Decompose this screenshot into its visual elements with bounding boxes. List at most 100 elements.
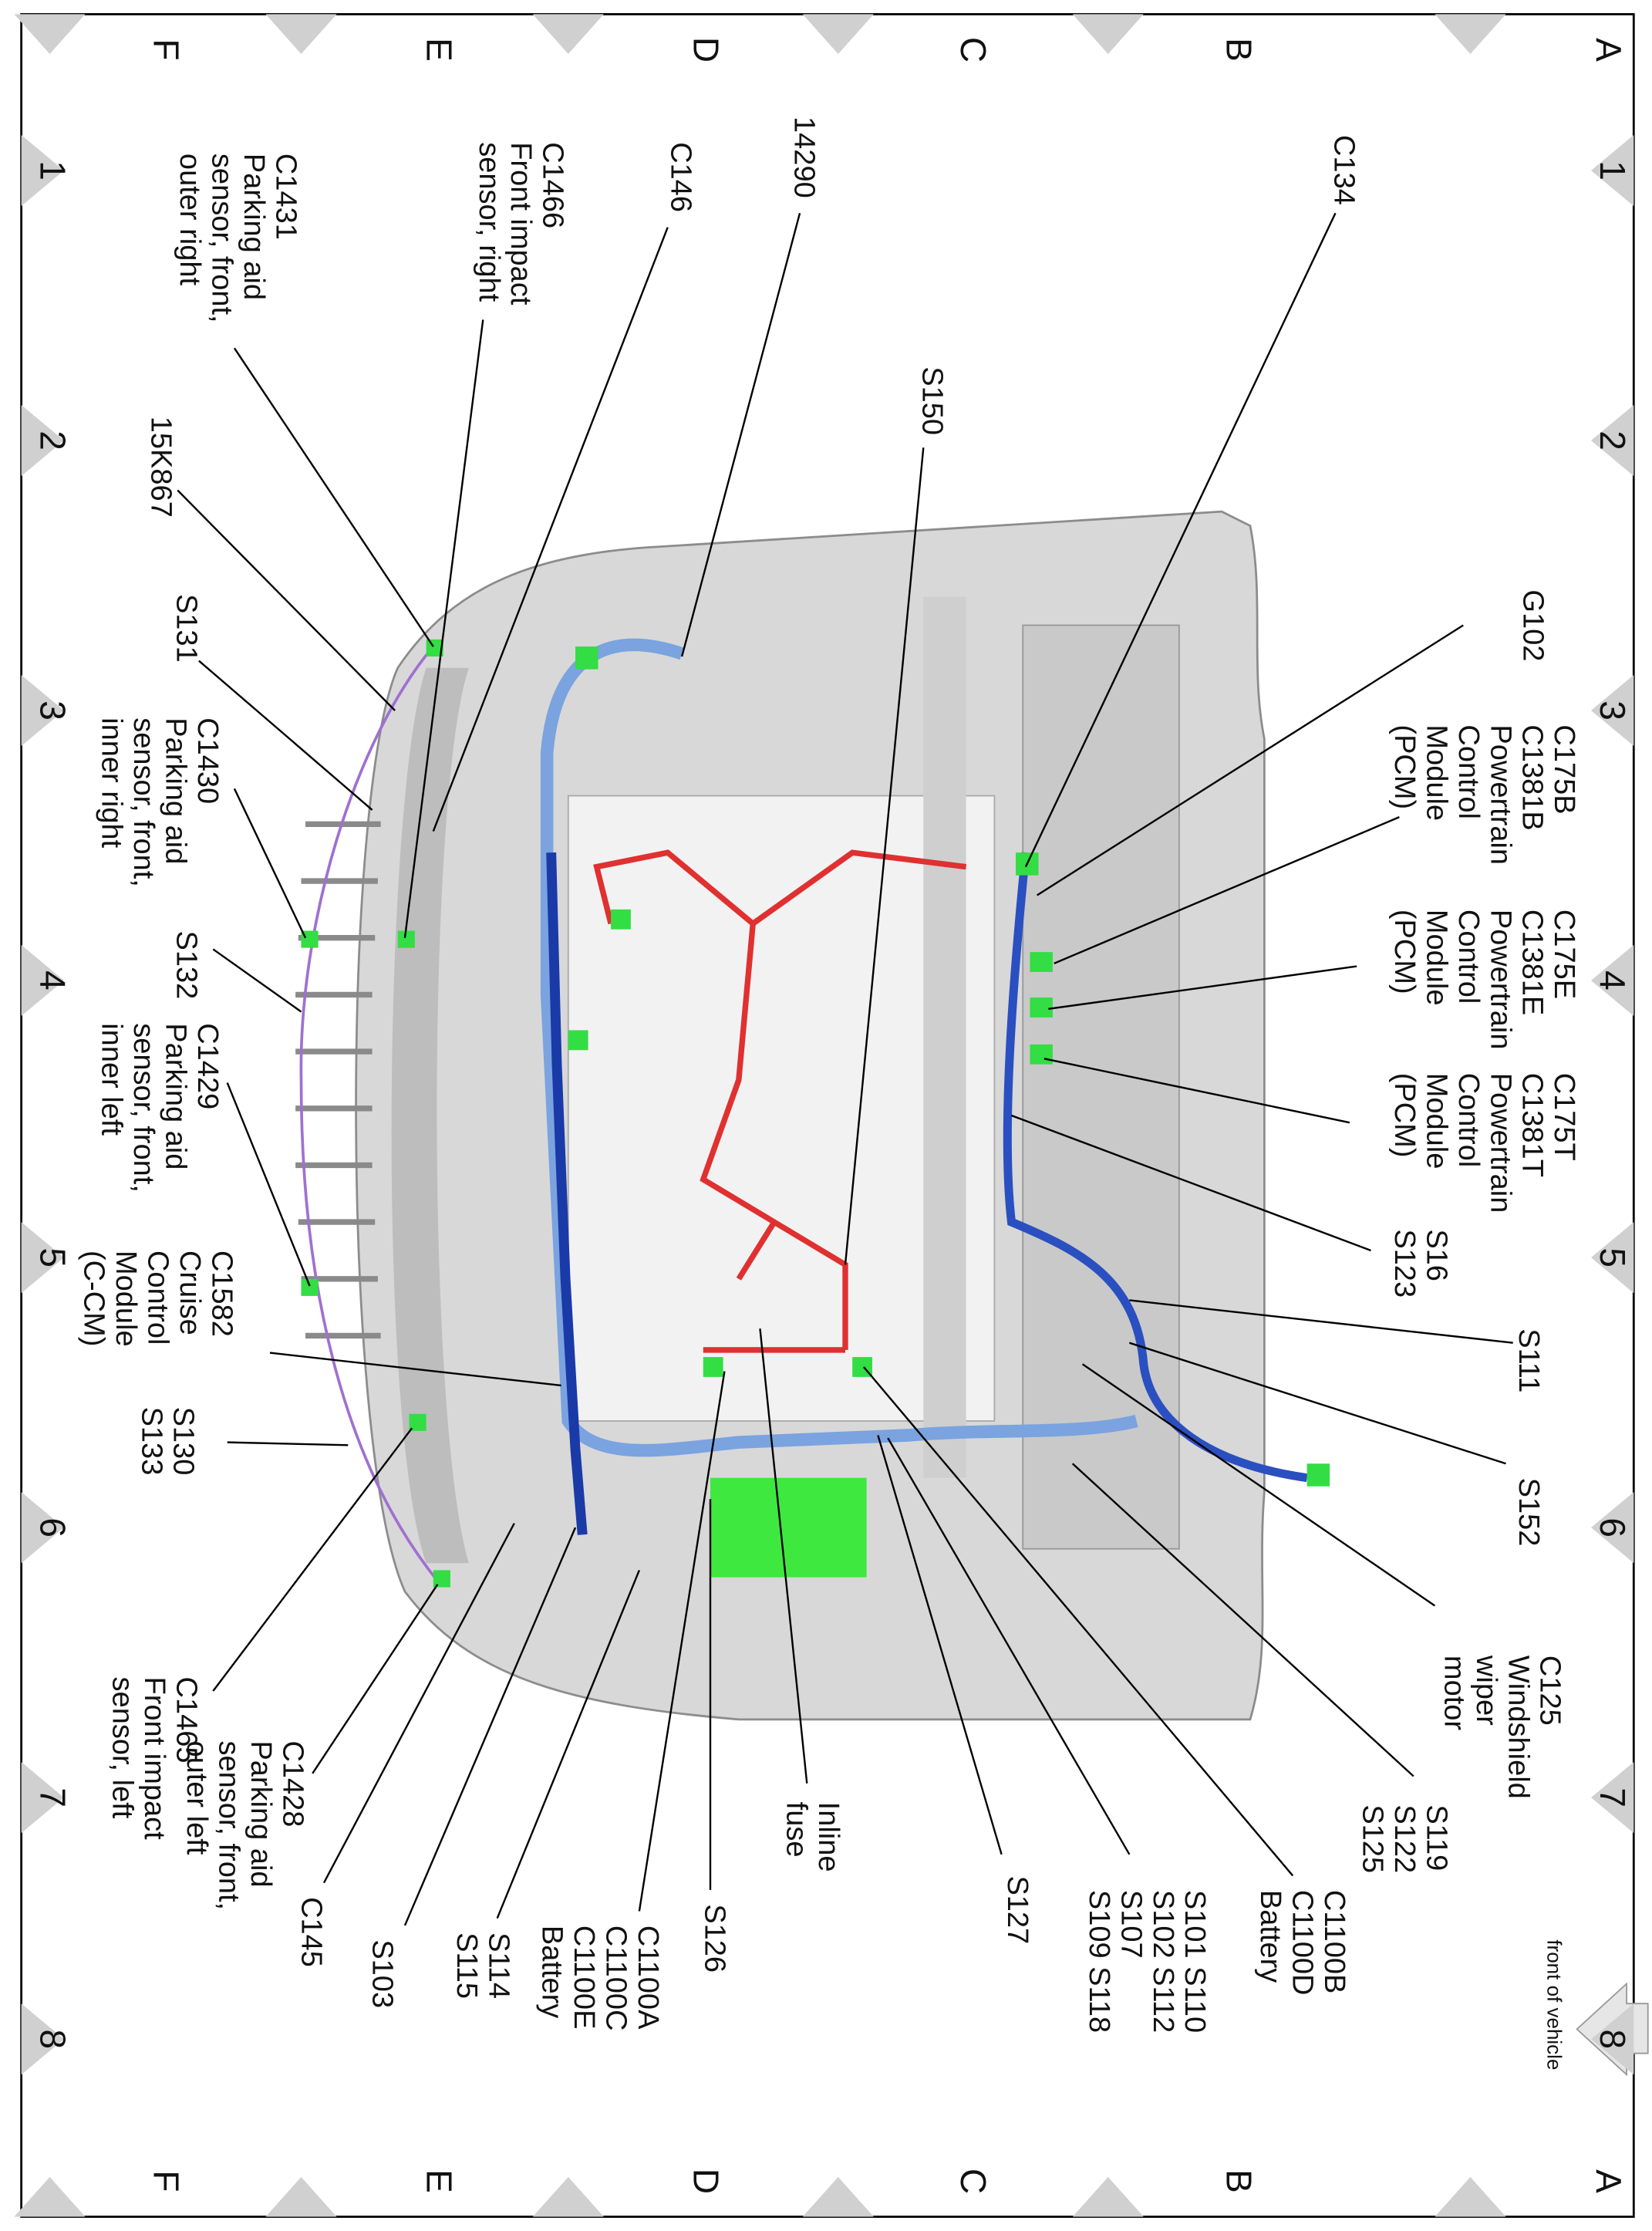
callout-label: C1381T bbox=[1516, 1073, 1549, 1177]
callout-label: C1381E bbox=[1516, 910, 1549, 1015]
callout-label: Parking aid bbox=[160, 717, 192, 864]
callout-label: S122 bbox=[1388, 1804, 1421, 1873]
grid-column: 5 bbox=[32, 1247, 72, 1267]
edge-marker bbox=[21, 404, 64, 477]
callout-label: Parking aid bbox=[244, 1740, 277, 1887]
leader-line bbox=[403, 1527, 577, 1926]
leader-line bbox=[863, 1366, 1294, 1877]
callout-label: Module bbox=[110, 1251, 142, 1347]
callout-label: Powertrain bbox=[1484, 724, 1516, 865]
callout-label: Module bbox=[1420, 724, 1452, 821]
callout-label: S107 bbox=[1114, 1890, 1147, 1959]
harness-main bbox=[546, 852, 588, 1535]
callout-label: C134 bbox=[1328, 135, 1360, 205]
leader-line bbox=[844, 447, 925, 1265]
leader-line bbox=[1048, 965, 1357, 1011]
grid-column: 7 bbox=[1593, 1787, 1633, 1807]
leader-line bbox=[1129, 1299, 1513, 1344]
edge-marker bbox=[21, 1492, 64, 1564]
callout-label: 14290 bbox=[788, 116, 821, 198]
callout-label: Control bbox=[1452, 724, 1485, 818]
edge-marker bbox=[14, 2176, 86, 2217]
grid-row: D bbox=[686, 2169, 727, 2194]
callout-label: sensor, front, bbox=[213, 1740, 245, 1910]
leader-line bbox=[1081, 1363, 1436, 1607]
edge-markers bbox=[14, 14, 1634, 2217]
callout-label: C1100E bbox=[568, 1926, 600, 2030]
edge-marker bbox=[265, 14, 337, 54]
callout-label: C1465 bbox=[170, 1677, 202, 1764]
grid-row: B bbox=[1219, 2169, 1259, 2193]
callout-label: Parking aid bbox=[160, 1023, 192, 1170]
edge-marker bbox=[802, 2176, 874, 2217]
grid-row: A bbox=[1588, 2169, 1628, 2193]
callout-label: S102 S112 bbox=[1147, 1890, 1179, 2033]
leader-line bbox=[432, 227, 669, 832]
harness-battery bbox=[593, 849, 967, 1353]
edge-marker bbox=[1591, 2003, 1634, 2075]
callout-label: S131 bbox=[170, 594, 202, 663]
callout-label: Control bbox=[142, 1251, 174, 1345]
edge-marker bbox=[265, 2176, 337, 2217]
callout-label: (PCM) bbox=[1388, 724, 1421, 809]
grid-column: 1 bbox=[32, 160, 72, 181]
callout-label: S111 bbox=[1512, 1328, 1545, 1392]
callout-label: outer left bbox=[180, 1740, 213, 1855]
edge-marker bbox=[532, 14, 604, 54]
callout-label: C1430 bbox=[191, 717, 224, 804]
grid-row: F bbox=[147, 39, 187, 60]
edge-marker bbox=[21, 674, 64, 747]
leader-line bbox=[322, 1523, 515, 1884]
callout-label: sensor, front, bbox=[205, 154, 238, 323]
leader-line bbox=[212, 948, 302, 1013]
edge-marker bbox=[1435, 2176, 1506, 2217]
callout-label: fuse bbox=[780, 1802, 813, 1858]
leader-line bbox=[233, 788, 307, 939]
callout-label: C1466 bbox=[537, 142, 569, 228]
callout-label: C1428 bbox=[277, 1740, 309, 1827]
grid-column: 5 bbox=[1593, 1247, 1633, 1267]
leader-line bbox=[269, 1352, 561, 1387]
callout-label: S126 bbox=[699, 1904, 731, 1973]
edge-marker bbox=[532, 2176, 604, 2217]
edge-marker bbox=[1591, 1222, 1634, 1294]
radiator-support bbox=[923, 596, 966, 1478]
callout-label: C146 bbox=[664, 142, 696, 212]
grid-row: A bbox=[1588, 38, 1628, 62]
callout-label: C145 bbox=[295, 1897, 328, 1967]
callout-label: (PCM) bbox=[1388, 910, 1421, 994]
cowl bbox=[1022, 624, 1180, 1550]
leader-line bbox=[1129, 1342, 1506, 1465]
grid-column: 2 bbox=[1593, 430, 1633, 451]
callout-label: S152 bbox=[1512, 1478, 1545, 1547]
callout-label: S114 bbox=[483, 1932, 515, 1999]
callout-label: Module bbox=[1420, 1073, 1452, 1170]
leader-line bbox=[1024, 212, 1337, 868]
vehicle-artwork bbox=[14, 13, 1649, 2218]
leader-line bbox=[177, 489, 396, 711]
callout-label: Windshield bbox=[1502, 1656, 1534, 1799]
leader-line bbox=[1011, 1114, 1371, 1252]
callout-label: inner left bbox=[96, 1023, 128, 1136]
callout-label: C175E bbox=[1548, 910, 1580, 999]
edge-marker bbox=[802, 14, 874, 54]
callout-label: C1100C bbox=[600, 1926, 632, 2031]
callout-label: C175B bbox=[1548, 724, 1580, 814]
leader-line bbox=[227, 1441, 349, 1446]
callout-label: C175T bbox=[1548, 1073, 1580, 1161]
grid-column: 4 bbox=[1593, 970, 1633, 991]
harness-light bbox=[540, 638, 1138, 1457]
callout-label: 15K867 bbox=[144, 417, 177, 518]
callout-label: S132 bbox=[170, 931, 202, 1000]
leader-line bbox=[312, 1584, 439, 1774]
callout-label: wiper bbox=[1470, 1655, 1502, 1726]
grid-row: C bbox=[953, 2169, 993, 2194]
callout-label: S130 bbox=[167, 1407, 200, 1476]
edge-marker bbox=[1072, 14, 1144, 54]
edge-marker bbox=[21, 1762, 64, 1834]
leader-line bbox=[212, 1427, 413, 1692]
callout-label: C1100A bbox=[632, 1926, 664, 2030]
edge-marker bbox=[21, 134, 64, 207]
leader-line bbox=[233, 347, 434, 647]
